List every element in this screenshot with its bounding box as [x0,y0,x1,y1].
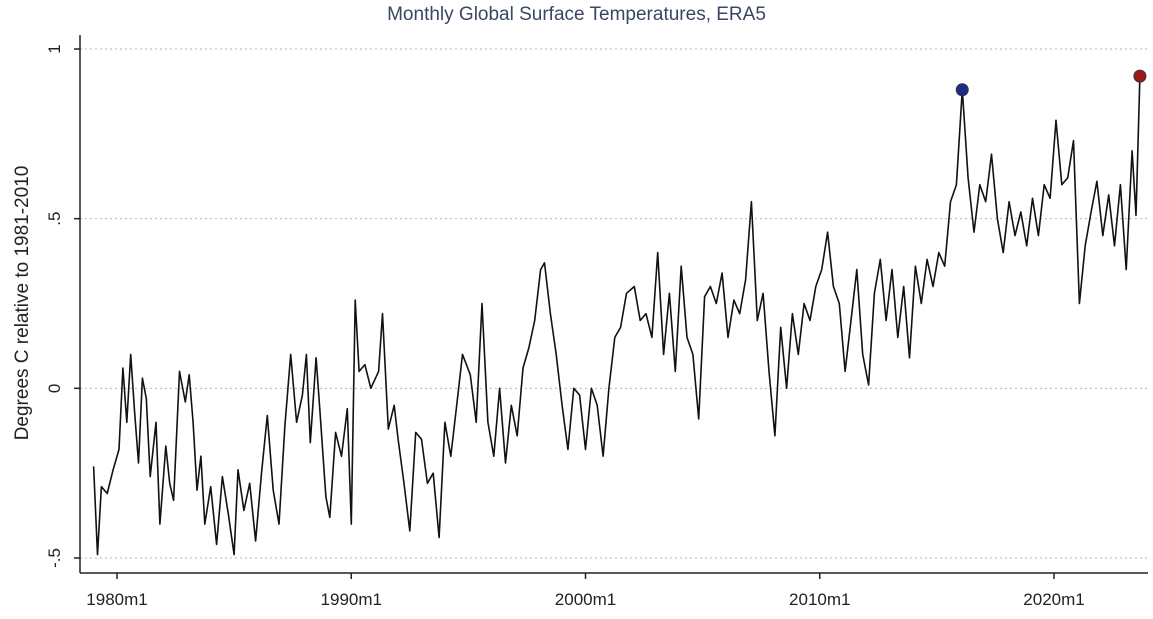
x-tick-label: 1990m1 [321,590,382,609]
series-layer [92,76,1141,556]
chart-title: Monthly Global Surface Temperatures, ERA… [387,4,766,25]
y-axis-label: Degrees C relative to 1981-2010 [12,166,33,441]
gridlines [80,48,1148,559]
ticks: 1 .5 0 -.5 1980m1 1990m1 2000m1 2010m1 2020m1 [45,44,1085,609]
highlight-point [1133,69,1147,83]
x-tick-label: 1980m1 [86,590,147,609]
y-tick-label: .5 [45,212,64,226]
series-line [92,76,1141,556]
x-tick-label: 2020m1 [1023,590,1084,609]
x-tick-label: 2000m1 [555,590,616,609]
axes [79,35,1148,574]
y-tick-label: 0 [45,384,64,393]
x-tick-label: 2010m1 [789,590,850,609]
y-tick-label: -.5 [45,548,64,568]
highlight-point [955,83,969,97]
highlight-markers [955,69,1147,97]
y-tick-label: 1 [45,44,64,53]
